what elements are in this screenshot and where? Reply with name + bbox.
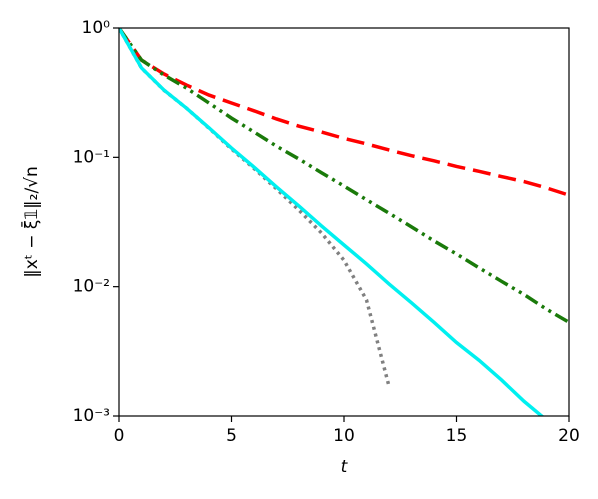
y-tick-label: 10⁻² bbox=[73, 277, 110, 297]
y-tick-label: 10⁰ bbox=[82, 18, 111, 38]
y-tick-label: 10⁻¹ bbox=[73, 147, 110, 167]
y-axis-label: ‖xᵗ − ξ̄𝟙‖₂/√n bbox=[20, 166, 42, 278]
x-tick-label: 10 bbox=[333, 426, 355, 446]
series-line bbox=[119, 28, 391, 387]
x-tick-label: 5 bbox=[226, 426, 237, 446]
x-axis-label: t bbox=[341, 457, 349, 477]
x-tick-label: 20 bbox=[558, 426, 580, 446]
series-line bbox=[119, 28, 569, 197]
plot-area bbox=[119, 28, 569, 416]
x-tick-label: 0 bbox=[114, 426, 125, 446]
x-tick-label: 15 bbox=[446, 426, 468, 446]
series-line bbox=[119, 28, 545, 416]
y-tick-label: 10⁻³ bbox=[73, 406, 110, 426]
